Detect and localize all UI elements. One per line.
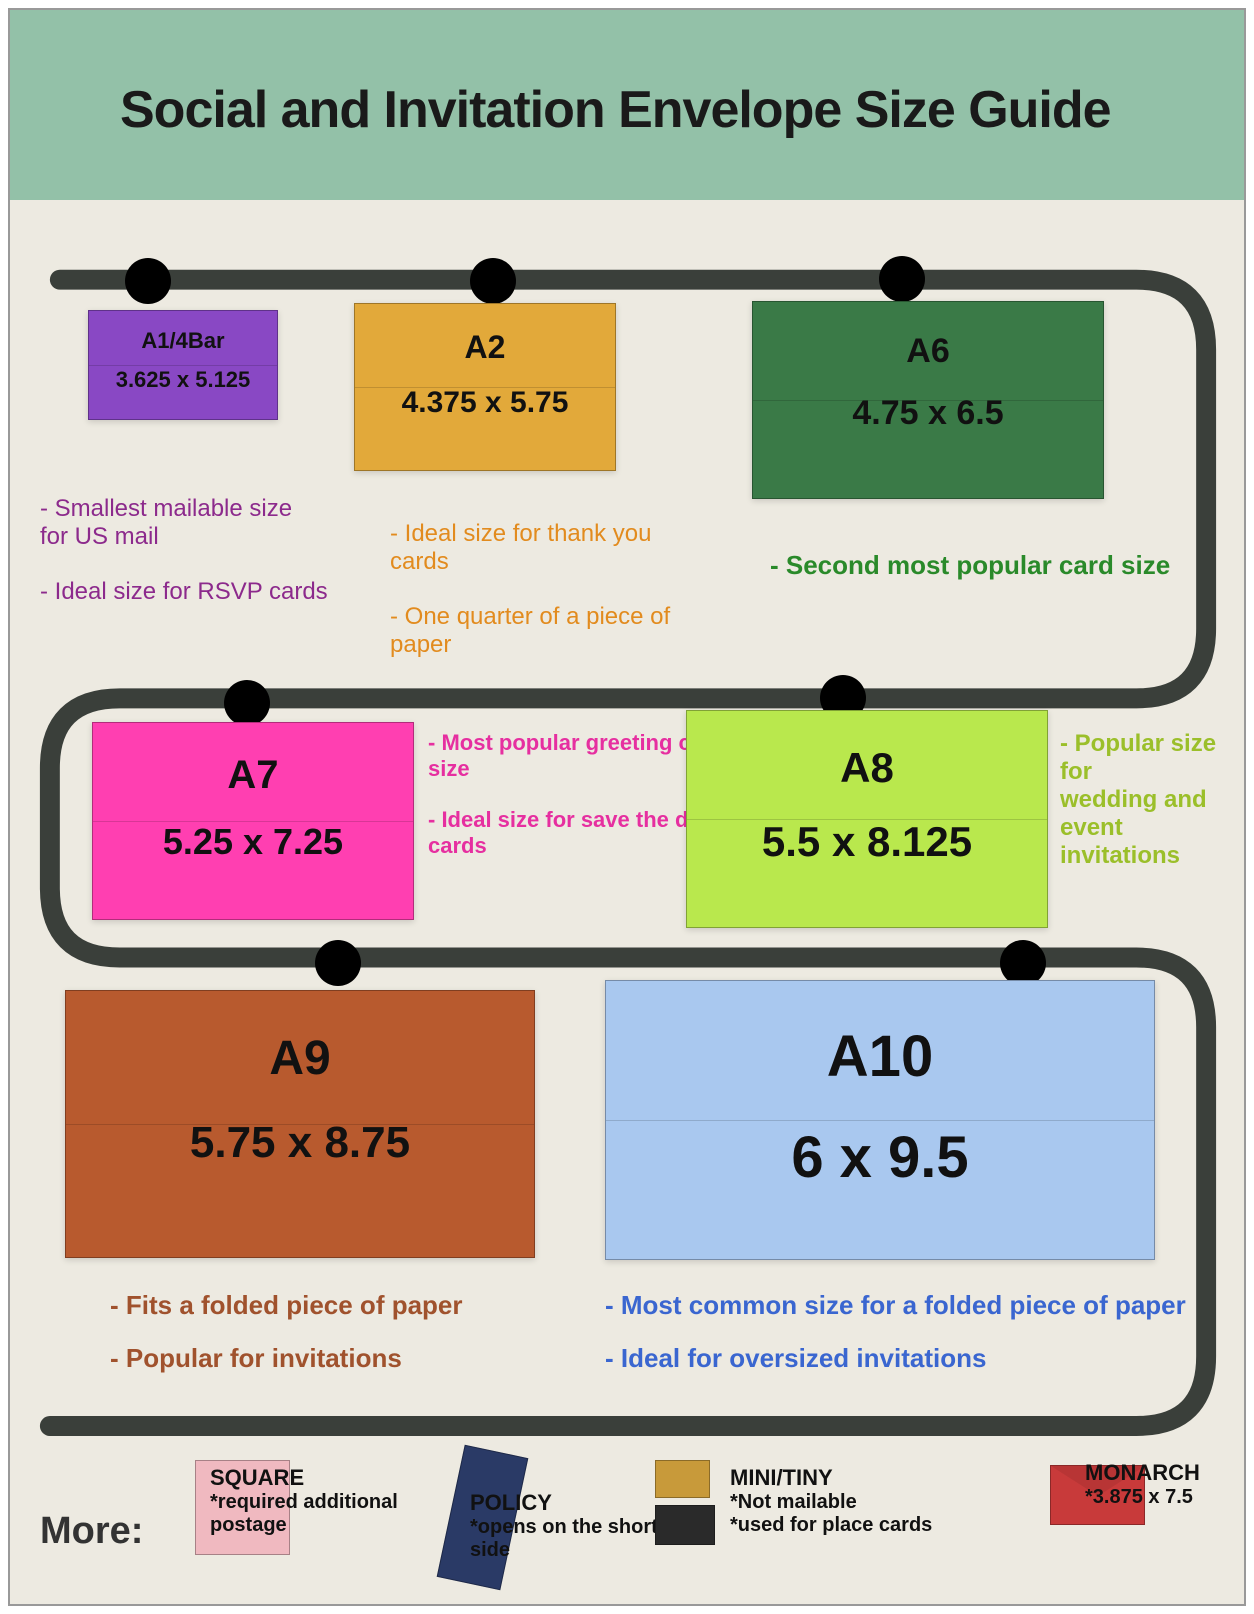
envelope-a8: A8 5.5 x 8.125 xyxy=(686,710,1048,928)
envelope-a1-desc: - Ideal size for RSVP cards xyxy=(40,578,328,606)
envelope-a7: A7 5.25 x 7.25 xyxy=(92,722,414,920)
swatch-text-square: SQUARE *required additional postage xyxy=(210,1465,398,1537)
envelope-a10-desc: - Ideal for oversized invitations xyxy=(605,1343,986,1374)
envelope-a2-desc: - One quarter of a piece of paper xyxy=(390,603,670,659)
envelope-a6-label: A6 xyxy=(753,302,1103,371)
envelope-a9-label: A9 xyxy=(66,991,534,1086)
swatch-text-minitiny: MINI/TINY *Not mailable *used for place … xyxy=(730,1465,932,1537)
envelope-a8-dims: 5.5 x 8.125 xyxy=(687,792,1047,866)
envelope-a10: A10 6 x 9.5 xyxy=(605,980,1155,1260)
envelope-a8-desc: - Popular size for wedding and event inv… xyxy=(1060,730,1244,870)
swatch-note: *required additional postage xyxy=(210,1491,398,1537)
envelope-a9-desc: - Fits a folded piece of paper xyxy=(110,1290,463,1321)
envelope-a1-dims: 3.625 x 5.125 xyxy=(89,354,277,393)
envelope-a7-desc: - Ideal size for save the date cards xyxy=(428,807,720,859)
swatch-text-policy: POLICY *opens on the short side xyxy=(470,1490,658,1562)
envelope-a1-label: A1/4Bar xyxy=(89,311,277,354)
envelope-a6-dims: 4.75 x 6.5 xyxy=(753,371,1103,434)
envelope-a7-desc: - Most popular greeting card size xyxy=(428,730,725,782)
envelope-a6-desc: - Second most popular card size xyxy=(770,550,1170,581)
path-dot xyxy=(879,256,925,302)
envelope-a2-desc: - Ideal size for thank you cards xyxy=(390,520,651,576)
envelope-a9-dims: 5.75 x 8.75 xyxy=(66,1086,534,1168)
envelope-a10-dims: 6 x 9.5 xyxy=(606,1090,1154,1191)
swatch-minitiny xyxy=(655,1460,710,1498)
swatch-title: MINI/TINY xyxy=(730,1465,932,1491)
envelope-a2: A2 4.375 x 5.75 xyxy=(354,303,616,471)
page-title: Social and Invitation Envelope Size Guid… xyxy=(10,10,1244,140)
path-dot xyxy=(315,940,361,986)
swatch-text-monarch: MONARCH *3.875 x 7.5 xyxy=(1085,1460,1200,1509)
swatch-title: SQUARE xyxy=(210,1465,398,1491)
envelope-a9: A9 5.75 x 8.75 xyxy=(65,990,535,1258)
path-dot xyxy=(125,258,171,304)
envelope-a2-label: A2 xyxy=(355,304,615,366)
envelope-a8-label: A8 xyxy=(687,711,1047,792)
more-label: More: xyxy=(40,1510,143,1553)
envelope-a10-desc: - Most common size for a folded piece of… xyxy=(605,1290,1186,1321)
swatch-note: *opens on the short side xyxy=(470,1516,658,1562)
infographic-page: Social and Invitation Envelope Size Guid… xyxy=(8,8,1246,1606)
swatch-secondary xyxy=(655,1505,715,1545)
swatch-note: *3.875 x 7.5 xyxy=(1085,1486,1200,1509)
envelope-a7-dims: 5.25 x 7.25 xyxy=(93,798,413,864)
envelope-a7-label: A7 xyxy=(93,723,413,798)
header-banner: Social and Invitation Envelope Size Guid… xyxy=(10,10,1244,200)
envelope-a1: A1/4Bar 3.625 x 5.125 xyxy=(88,310,278,420)
envelope-a10-label: A10 xyxy=(606,981,1154,1090)
envelope-a9-desc: - Popular for invitations xyxy=(110,1343,402,1374)
envelope-a1-desc: - Smallest mailable size for US mail xyxy=(40,495,292,551)
path-dot xyxy=(470,258,516,304)
envelope-a6: A6 4.75 x 6.5 xyxy=(752,301,1104,499)
envelope-a2-dims: 4.375 x 5.75 xyxy=(355,366,615,420)
swatch-note: *Not mailable *used for place cards xyxy=(730,1491,932,1537)
swatch-title: MONARCH xyxy=(1085,1460,1200,1486)
path-dot xyxy=(224,680,270,726)
swatch-title: POLICY xyxy=(470,1490,658,1516)
